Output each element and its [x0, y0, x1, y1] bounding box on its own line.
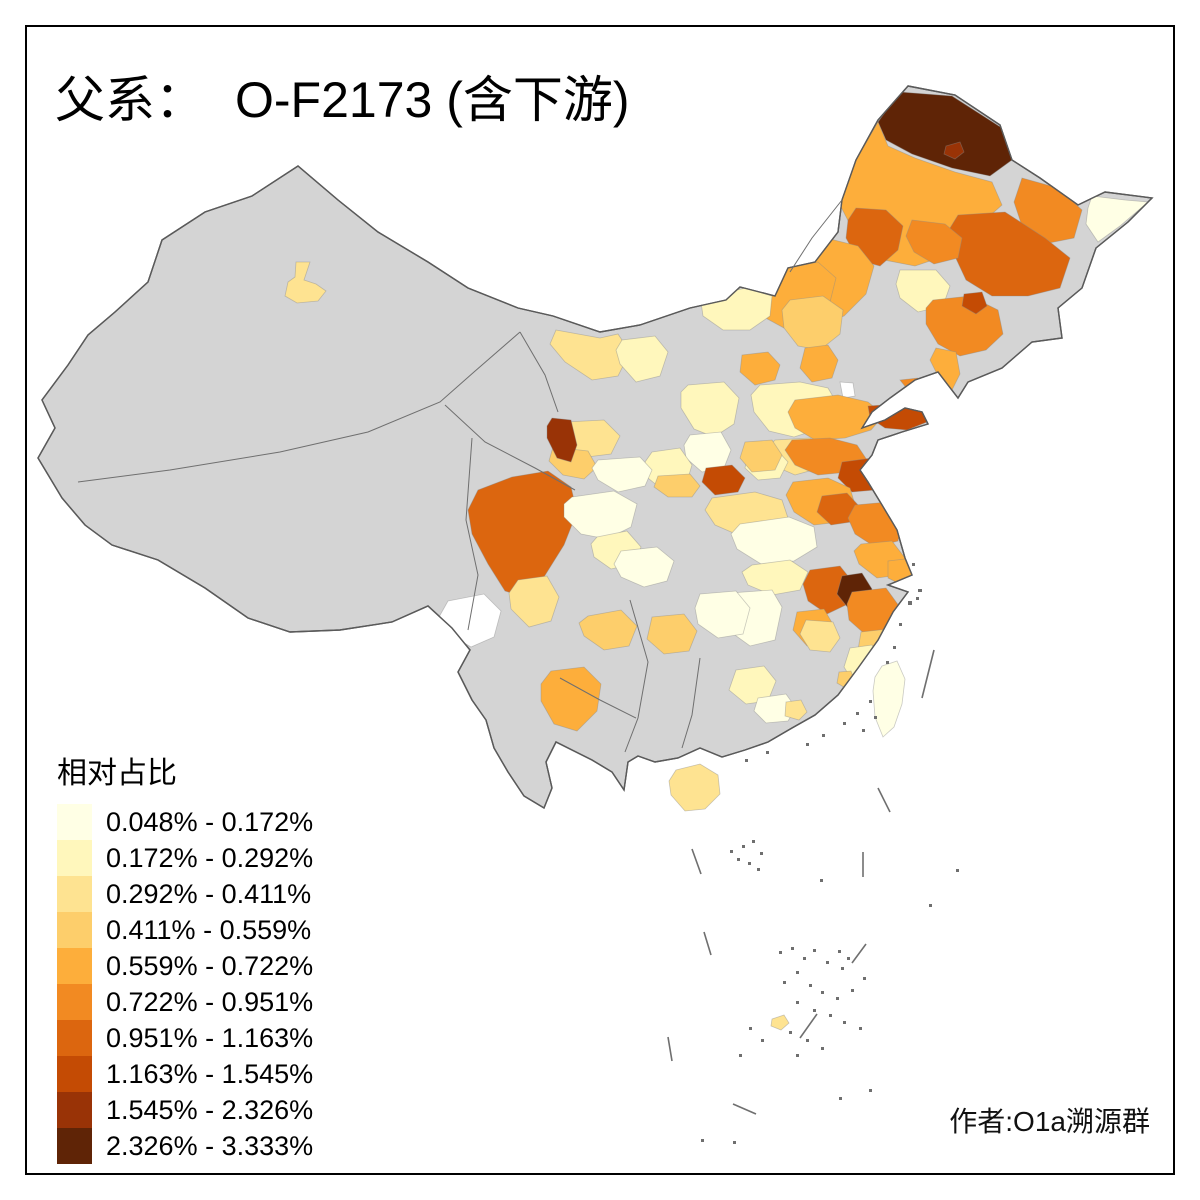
legend-row: 0.411% - 0.559%	[57, 912, 313, 948]
region-tianjin-white	[839, 381, 856, 399]
national-border	[37, 85, 1154, 810]
legend-swatch	[57, 1092, 92, 1128]
map-title-haplogroup: O-F2173 (含下游)	[235, 72, 630, 128]
region-heze	[739, 439, 783, 473]
legend-label: 0.559% - 0.722%	[106, 950, 314, 981]
legend-swatch	[57, 912, 92, 948]
map-title-prefix: 父系：	[55, 72, 205, 128]
legend-row: 1.545% - 2.326%	[57, 1092, 313, 1128]
legend-label: 1.163% - 1.545%	[106, 1058, 314, 1089]
region-liangshan	[508, 575, 560, 628]
region-guizhou-a	[578, 609, 638, 651]
region-yunnan-orange	[540, 666, 602, 732]
legend-swatch	[57, 1128, 92, 1164]
legend-label: 0.172% - 0.292%	[106, 842, 314, 873]
legend-swatch	[57, 948, 92, 984]
legend-row: 0.292% - 0.411%	[57, 876, 313, 912]
legend-row: 0.172% - 0.292%	[57, 840, 313, 876]
legend-label: 0.951% - 1.163%	[106, 1022, 314, 1053]
region-guizhou-b	[646, 613, 698, 655]
region-zhangjiakou	[739, 351, 781, 386]
region-chongqing	[613, 546, 675, 588]
region-scs-islet	[770, 1014, 790, 1031]
legend-row: 0.951% - 1.163%	[57, 1020, 313, 1056]
region-taiwan	[872, 660, 906, 738]
legend-row: 0.048% - 0.172%	[57, 804, 313, 840]
region-songyuan	[905, 219, 963, 265]
region-hainan	[668, 763, 721, 812]
legend-swatch	[57, 876, 92, 912]
small-island-dots	[701, 563, 959, 1144]
region-heihe-spot	[943, 141, 965, 160]
region-sanmenxia	[653, 473, 701, 498]
legend: 相对占比 0.048% - 0.172% 0.172% - 0.292% 0.292…	[57, 748, 313, 1164]
legend-label: 1.545% - 2.326%	[106, 1094, 314, 1125]
region-ningxia	[546, 417, 578, 463]
region-nm-strip2	[615, 335, 669, 383]
plot-frame-border	[25, 25, 1175, 1175]
islands	[668, 660, 906, 1031]
region-hubei	[730, 516, 818, 565]
legend-swatch	[57, 1020, 92, 1056]
legend-label: 0.411% - 0.559%	[106, 914, 312, 945]
province-boundaries	[77, 199, 843, 753]
map-title: 父系： O-F2173 (含下游)	[55, 60, 630, 132]
region-fujian-nw	[799, 619, 841, 653]
region-hunan	[694, 590, 751, 639]
legend-row: 0.559% - 0.722%	[57, 948, 313, 984]
region-hl-fareast	[1085, 195, 1149, 243]
legend-swatch	[57, 984, 92, 1020]
region-guangdong-orange	[784, 699, 808, 721]
region-anhui-dark7	[802, 565, 853, 615]
nine-dash-line	[667, 649, 935, 1115]
region-hubei-s	[741, 559, 809, 596]
region-gansu-s	[591, 456, 653, 493]
legend-label: 2.326% - 3.333%	[106, 1130, 314, 1161]
legend-row: 0.722% - 0.951%	[57, 984, 313, 1020]
region-xinjiang-spot	[284, 261, 327, 304]
region-nm-strip	[549, 329, 631, 381]
legend-title: 相对占比	[57, 757, 177, 790]
legend-label: 0.048% - 0.172%	[106, 806, 314, 837]
legend-label: 0.722% - 0.951%	[106, 986, 314, 1017]
legend-row: 2.326% - 3.333%	[57, 1128, 313, 1164]
region-shandong-w	[787, 394, 885, 441]
region-beijing	[799, 344, 839, 383]
legend-swatch	[57, 804, 92, 840]
legend-label: 0.292% - 0.411%	[106, 878, 312, 909]
legend-rows: 0.048% - 0.172% 0.172% - 0.292% 0.292% - 0…	[57, 804, 313, 1164]
legend-swatch	[57, 1056, 92, 1092]
attribution: 作者:O1a溯源群	[949, 1106, 1150, 1137]
region-liaoning-spot	[961, 291, 988, 315]
legend-row: 1.163% - 1.545%	[57, 1056, 313, 1092]
region-hl-north	[877, 91, 1013, 177]
legend-swatch	[57, 840, 92, 876]
region-yuncheng	[701, 464, 746, 496]
